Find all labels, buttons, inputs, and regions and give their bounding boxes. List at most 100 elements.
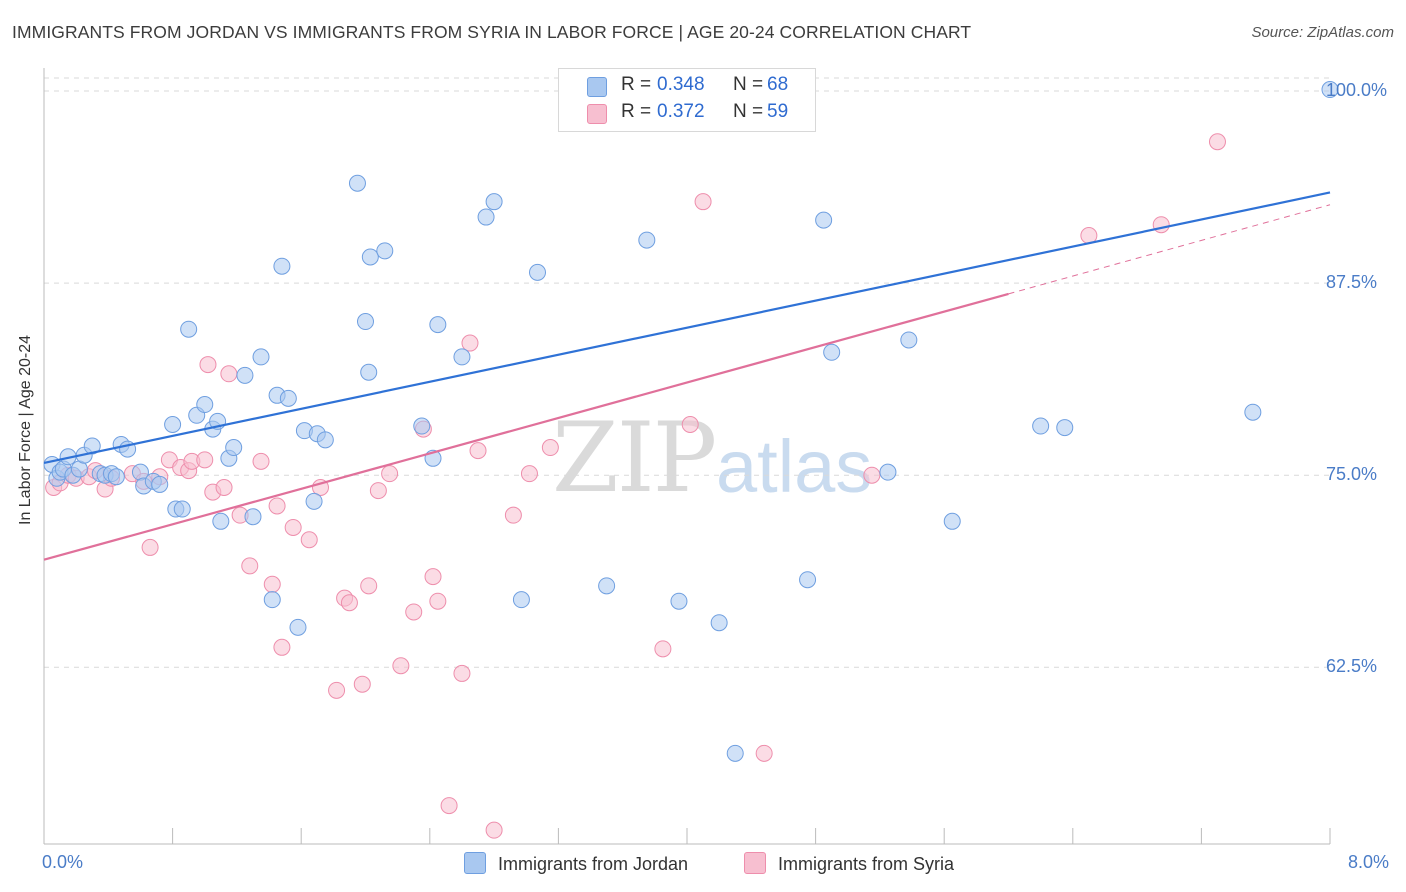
syria-point <box>461 334 479 352</box>
syria-point <box>405 603 423 621</box>
syria-point <box>1152 216 1170 234</box>
syria-point <box>424 568 442 586</box>
jordan-point <box>289 618 307 636</box>
syria-point <box>440 797 458 815</box>
jordan-point <box>263 591 281 609</box>
jordan-point <box>107 468 125 486</box>
y-tick-label: 100.0% <box>1326 80 1388 101</box>
jordan-point <box>512 591 530 609</box>
syria-point <box>263 575 281 593</box>
jordan-point <box>943 512 961 530</box>
jordan-point <box>225 439 243 457</box>
syria-point <box>252 452 270 470</box>
jordan-point <box>279 389 297 407</box>
jordan-point <box>1056 419 1074 437</box>
jordan-point <box>316 431 334 449</box>
jordan-point <box>236 366 254 384</box>
x-tick-label-min: 0.0% <box>42 852 84 872</box>
syria-point <box>141 538 159 556</box>
syria-point <box>215 479 233 497</box>
legend-r-label: R = <box>621 101 652 122</box>
jordan-point <box>252 348 270 366</box>
jordan-point <box>598 577 616 595</box>
syria-point <box>541 439 559 457</box>
syria-point <box>268 497 286 515</box>
syria-point <box>429 592 447 610</box>
jordan-point <box>196 396 214 414</box>
syria-point <box>196 451 214 469</box>
legend-swatch-syria <box>587 104 607 124</box>
syria-point <box>1208 133 1226 151</box>
legend-n-value: 59 <box>767 101 789 122</box>
syria-point <box>453 664 471 682</box>
syria-point <box>369 482 387 500</box>
jordan-point <box>151 475 169 493</box>
legend-n-label: N = <box>733 74 764 95</box>
jordan-point <box>1321 81 1339 99</box>
legend-label-jordan: Immigrants from Jordan <box>498 854 689 874</box>
syria-point <box>863 466 881 484</box>
jordan-point <box>638 231 656 249</box>
jordan-point <box>83 437 101 455</box>
jordan-point <box>529 263 547 281</box>
jordan-point <box>413 417 431 435</box>
jordan-point <box>273 257 291 275</box>
legend-swatch-jordan <box>464 852 486 874</box>
syria-point <box>469 442 487 460</box>
watermark-atlas: atlas <box>716 425 873 508</box>
y-tick-label: 75.0% <box>1326 464 1378 485</box>
syria-point <box>273 638 291 656</box>
legend-r-label: R = <box>621 74 652 95</box>
syria-trend-line <box>43 292 1009 561</box>
axes <box>43 68 1331 845</box>
syria-point <box>360 577 378 595</box>
syria-point <box>353 675 371 693</box>
syria-point <box>199 356 217 374</box>
syria-point <box>284 518 302 536</box>
source-credit: Source: ZipAtlas.com <box>1251 24 1394 41</box>
x-tick-label-max: 8.0% <box>1348 852 1390 872</box>
trend-lines <box>43 191 1331 561</box>
syria-point <box>520 465 538 483</box>
syria-point <box>300 531 318 549</box>
jordan-point <box>173 500 191 518</box>
jordan-point <box>453 348 471 366</box>
jordan-point <box>1032 417 1050 435</box>
jordan-point <box>244 508 262 526</box>
jordan-point <box>670 592 688 610</box>
syria-point <box>654 640 672 658</box>
jordan-point <box>900 331 918 349</box>
y-tick-label: 62.5% <box>1326 656 1378 677</box>
syria-point <box>220 365 238 383</box>
jordan-point <box>376 242 394 260</box>
legend-r-value: 0.348 <box>657 74 705 95</box>
jordan-point <box>429 316 447 334</box>
jordan-point <box>823 343 841 361</box>
legend-n-value: 68 <box>767 74 789 95</box>
y-axis-title: In Labor Force | Age 20-24 <box>17 334 34 525</box>
y-tick-label: 87.5% <box>1326 272 1378 293</box>
jordan-point <box>348 174 366 192</box>
jordan-point <box>1244 403 1262 421</box>
jordan-point <box>305 492 323 510</box>
syria-point <box>681 415 699 433</box>
jordan-points <box>43 81 1339 762</box>
jordan-trend-line <box>43 191 1331 464</box>
syria-point <box>694 193 712 211</box>
legend-item-jordan: Immigrants from Jordan <box>464 852 688 875</box>
jordan-point <box>357 313 374 331</box>
syria-point <box>504 506 522 524</box>
jordan-point <box>799 571 817 589</box>
jordan-point <box>815 211 833 229</box>
legend-swatch-jordan <box>587 77 607 97</box>
jordan-point <box>726 744 744 762</box>
jordan-point <box>710 614 728 632</box>
syria-trend-extension <box>1008 204 1331 295</box>
jordan-point <box>164 415 182 433</box>
correlation-legend: R = 0.348 N = 68 R = 0.372 N = 59 <box>558 68 816 132</box>
legend-label-syria: Immigrants from Syria <box>778 854 955 874</box>
legend-n-label: N = <box>733 101 764 122</box>
syria-point <box>485 821 503 839</box>
syria-point <box>755 744 773 762</box>
